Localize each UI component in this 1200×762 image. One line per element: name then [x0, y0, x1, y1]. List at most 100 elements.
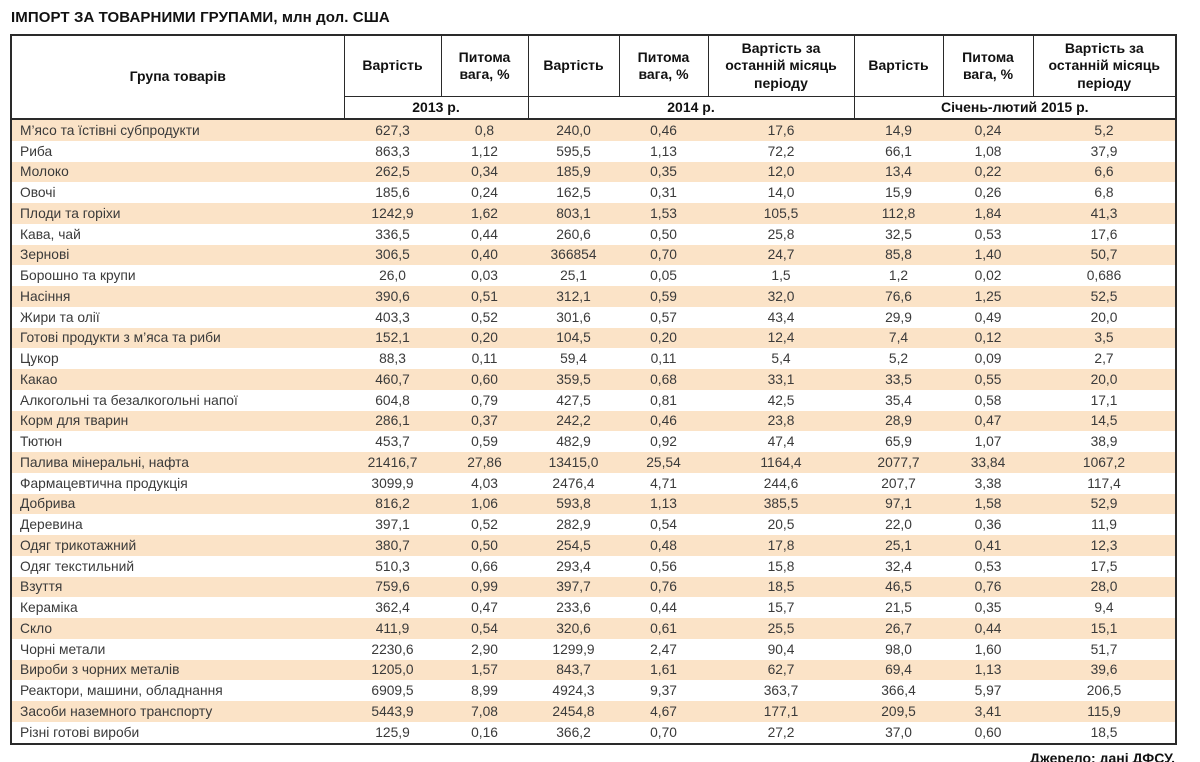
- col-header-share-2014: Питома вага, %: [618, 34, 709, 97]
- col-header-lastmonth-2015: Вартість за останній місяць періоду: [1032, 34, 1177, 97]
- table-row: Борошно та крупи 26,0 0,03 25,1 0,05 1,5 1,2 0,…: [11, 265, 1176, 286]
- table-row: Риба 863,3 1,12 595,5 1,13 72,2 66,1 1,08 37,9: [11, 141, 1176, 162]
- value-cell: 1,12: [471, 143, 498, 159]
- value-cell: 0,59: [650, 288, 677, 304]
- value-cell: 62,7: [767, 662, 795, 678]
- table-row: Одяг текстильний 510,3 0,66 293,4 0,56 15,8 32…: [11, 556, 1176, 577]
- table-row: Алкогольні та безалкогольні напої 604,8 0,…: [11, 390, 1176, 411]
- group-name-cell: Овочі: [20, 185, 56, 201]
- table-header: Група товарів Вартість Питома вага, % Ва…: [10, 34, 1177, 120]
- value-cell: 35,4: [885, 392, 912, 408]
- value-cell: 0,52: [471, 309, 498, 325]
- group-name-cell: Готові продукти з м’яса та риби: [20, 330, 221, 346]
- table-row: Зернові 306,5 0,40 366854 0,70 24,7 85,8 1,40 50…: [11, 244, 1176, 266]
- value-cell: 185,6: [375, 185, 410, 201]
- value-cell: 0,35: [650, 164, 677, 180]
- value-cell: 0,54: [471, 620, 498, 636]
- value-cell: 1,62: [471, 205, 498, 221]
- value-cell: 9,37: [650, 683, 677, 699]
- year-group-2013: 2013 р.: [343, 96, 529, 120]
- value-cell: 27,86: [467, 454, 502, 470]
- value-cell: 604,8: [375, 392, 410, 408]
- value-cell: 33,1: [767, 371, 795, 387]
- value-cell: 12,4: [767, 330, 795, 346]
- value-cell: 4,71: [650, 475, 677, 491]
- value-cell: 312,1: [556, 288, 591, 304]
- value-cell: 20,0: [1090, 371, 1118, 387]
- table-row: Добрива 816,2 1,06 593,8 1,13 385,5 97,1 1,58 52…: [11, 493, 1176, 515]
- table-row: Овочі 185,6 0,24 162,5 0,31 14,0 15,9 0,26 6,8: [11, 182, 1176, 203]
- col-header-lastmonth-2014: Вартість за останній місяць періоду: [707, 34, 855, 97]
- value-cell: 7,4: [888, 330, 909, 346]
- value-cell: 1,06: [471, 496, 498, 512]
- col-header-share-2015: Питома вага, %: [942, 34, 1034, 97]
- group-name-cell: Зернові: [20, 247, 70, 263]
- value-cell: 1,5: [771, 268, 791, 284]
- value-cell: 152,1: [375, 330, 410, 346]
- page-title: ІМПОРТ ЗА ТОВАРНИМИ ГРУПАМИ, млн дол. СШ…: [11, 9, 390, 26]
- value-cell: 17,8: [767, 537, 795, 553]
- value-cell: 293,4: [556, 558, 591, 574]
- value-cell: 206,5: [1086, 683, 1122, 699]
- table-row: Взуття 759,6 0,99 397,7 0,76 18,5 46,5 0,76 28,0: [11, 576, 1176, 598]
- table-row: Палива мінеральні, нафта 21416,7 27,86 1341…: [11, 452, 1176, 473]
- value-cell: 37,0: [885, 724, 912, 740]
- value-cell: 25,1: [560, 268, 587, 284]
- value-cell: 390,6: [375, 288, 410, 304]
- value-cell: 0,53: [974, 226, 1002, 242]
- value-cell: 380,7: [375, 537, 410, 553]
- value-cell: 0,44: [650, 600, 677, 616]
- value-cell: 0,49: [974, 309, 1002, 325]
- value-cell: 0,48: [650, 537, 677, 553]
- value-cell: 2077,7: [877, 454, 920, 470]
- value-cell: 242,2: [556, 413, 591, 429]
- table-body: М’ясо та їстівні субпродукти 627,3 0,8 240,…: [11, 119, 1176, 744]
- value-cell: 0,11: [650, 351, 677, 367]
- value-cell: 20,5: [767, 517, 795, 533]
- source-note: Джерело: дані ДФСУ.: [1029, 749, 1175, 762]
- value-cell: 1,58: [974, 496, 1002, 512]
- value-cell: 0,76: [974, 579, 1002, 595]
- value-cell: 0,58: [974, 392, 1002, 408]
- value-cell: 25,54: [646, 454, 681, 470]
- header-label-row: Група товарів Вартість Питома вага, % Ва…: [10, 34, 1177, 120]
- group-name-cell: Палива мінеральні, нафта: [20, 454, 189, 470]
- value-cell: 25,5: [767, 620, 795, 636]
- table-row: Засоби наземного транспорту 5443,9 7,08 245…: [11, 701, 1176, 722]
- value-cell: 240,0: [556, 122, 591, 138]
- value-cell: 0,57: [650, 309, 677, 325]
- value-cell: 28,0: [1090, 579, 1118, 595]
- group-name-cell: Алкогольні та безалкогольні напої: [20, 392, 238, 408]
- value-cell: 112,8: [881, 205, 916, 221]
- value-cell: 1205,0: [371, 662, 414, 678]
- group-name-cell: Жири та олії: [20, 309, 100, 325]
- value-cell: 282,9: [556, 517, 591, 533]
- value-cell: 15,8: [767, 558, 795, 574]
- table-row: Деревина 397,1 0,52 282,9 0,54 20,5 22,0 0,36 11…: [11, 514, 1176, 535]
- value-cell: 1,53: [650, 205, 677, 221]
- value-cell: 28,9: [885, 413, 912, 429]
- value-cell: 0,61: [650, 620, 677, 636]
- group-name-cell: Корм для тварин: [20, 413, 129, 429]
- value-cell: 6,6: [1094, 164, 1114, 180]
- table-row: Жири та олії 403,3 0,52 301,6 0,57 43,4 29,9 0,…: [11, 307, 1176, 328]
- col-header-group: Група товарів: [10, 34, 345, 120]
- value-cell: 1,2: [888, 268, 909, 284]
- year-group-2014: 2014 р.: [527, 96, 855, 120]
- value-cell: 803,1: [556, 205, 591, 221]
- value-cell: 0,24: [471, 185, 498, 201]
- value-cell: 15,9: [885, 185, 912, 201]
- value-cell: 65,9: [885, 434, 912, 450]
- group-name-cell: Тютюн: [20, 434, 63, 450]
- table-row: Кава, чай 336,5 0,44 260,6 0,50 25,8 32,5 0,53 1…: [11, 224, 1176, 245]
- value-cell: 5,2: [1094, 122, 1114, 138]
- value-cell: 51,7: [1090, 641, 1118, 657]
- value-cell: 460,7: [375, 371, 410, 387]
- group-name-cell: Деревина: [20, 517, 83, 533]
- imports-table: Група товарів Вартість Питома вага, % Ва…: [10, 34, 1177, 745]
- value-cell: 26,0: [379, 268, 406, 284]
- value-cell: 69,4: [885, 662, 912, 678]
- value-cell: 17,1: [1090, 392, 1118, 408]
- value-cell: 816,2: [375, 496, 410, 512]
